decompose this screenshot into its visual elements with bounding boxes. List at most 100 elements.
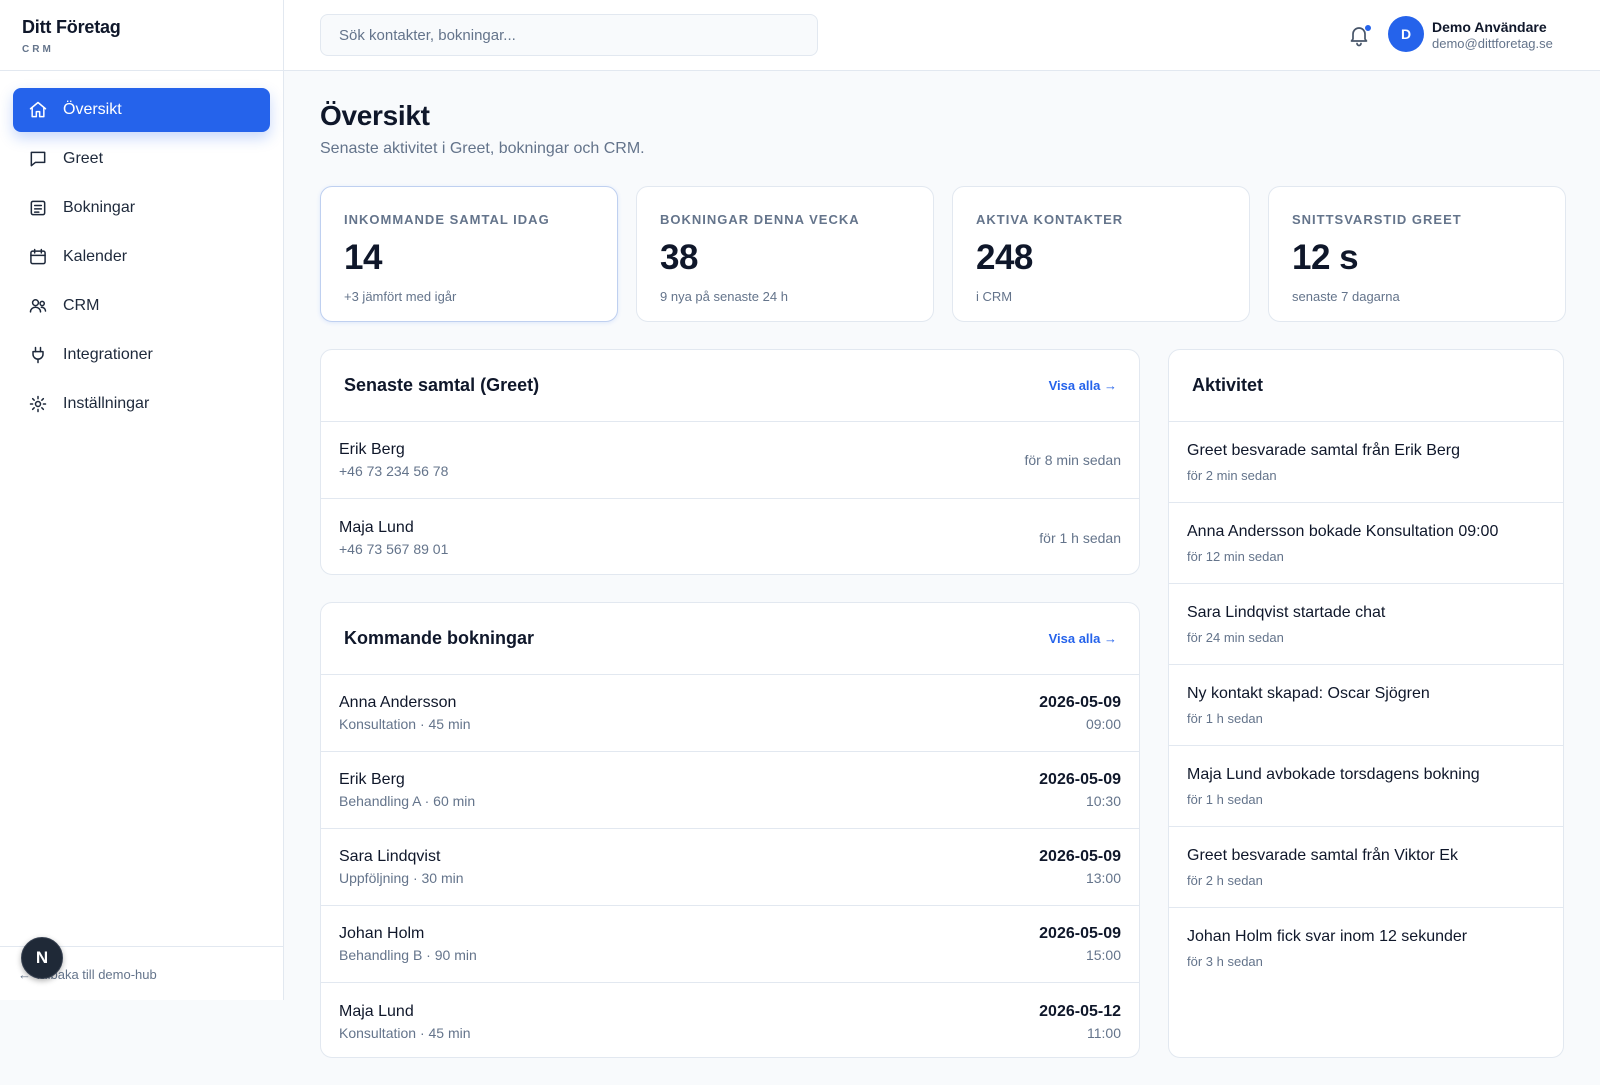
activity-item: Greet besvarade samtal från Erik Berg fö…: [1169, 422, 1563, 503]
notification-dot: [1364, 24, 1372, 32]
activity-item: Maja Lund avbokade torsdagens bokning fö…: [1169, 746, 1563, 827]
booking-time: 15:00: [1085, 947, 1121, 963]
booking-service: Behandling A · 60 min: [339, 793, 476, 809]
home-icon: [28, 100, 48, 120]
dev-tools-badge[interactable]: N: [21, 937, 63, 979]
chat-icon: [28, 149, 48, 169]
activity-text: Maja Lund avbokade torsdagens bokning: [1187, 766, 1480, 783]
sidebar-item-label: Inställningar: [63, 395, 150, 412]
activity-item: Johan Holm fick svar inom 12 sekunder fö…: [1169, 908, 1563, 989]
activity-text: Ny kontakt skapad: Oscar Sjögren: [1187, 685, 1430, 702]
stat-value: 38: [660, 238, 698, 277]
stat-label: SNITTSVARSTID GREET: [1292, 212, 1462, 227]
view-all-calls-link[interactable]: Visa alla →: [1048, 378, 1117, 393]
stat-note: +3 jämfört med igår: [344, 289, 457, 304]
sidebar-item-bokningar[interactable]: Bokningar: [13, 186, 270, 230]
stat-value: 12 s: [1292, 238, 1359, 277]
booking-time: 10:30: [1085, 793, 1121, 809]
sidebar-nav: Översikt Greet Bokningar Kalender CRM: [0, 71, 283, 426]
call-time: för 8 min sedan: [1024, 452, 1122, 468]
booking-date: 2026-05-09: [1039, 694, 1121, 711]
sidebar-item-label: CRM: [63, 297, 100, 314]
activity-text: Greet besvarade samtal från Viktor Ek: [1187, 847, 1458, 864]
activity-text: Greet besvarade samtal från Erik Berg: [1187, 442, 1461, 459]
activity-time: för 24 min sedan: [1187, 630, 1284, 645]
booking-date: 2026-05-09: [1039, 848, 1121, 865]
stat-value: 14: [344, 238, 382, 277]
booking-name: Sara Lindqvist: [339, 848, 441, 865]
search-input[interactable]: [320, 14, 818, 56]
sidebar-item-integrationer[interactable]: Integrationer: [13, 333, 270, 377]
booking-time: 11:00: [1087, 1024, 1121, 1041]
activity-text: Sara Lindqvist startade chat: [1187, 604, 1386, 621]
page-subtitle: Senaste aktivitet i Greet, bokningar och…: [320, 140, 645, 157]
booking-row[interactable]: Sara Lindqvist Uppföljning · 30 min 2026…: [321, 829, 1139, 906]
booking-name: Anna Andersson: [339, 694, 457, 711]
stat-note: 9 nya på senaste 24 h: [660, 289, 788, 304]
caller-name: Erik Berg: [339, 441, 405, 458]
booking-name: Erik Berg: [339, 771, 405, 788]
card-title: Aktivitet: [1192, 375, 1264, 395]
sidebar-item-oversikt[interactable]: Översikt: [13, 88, 270, 132]
sidebar: Ditt Företag CRM Översikt Greet Bokninga…: [0, 0, 284, 1000]
activity-item: Ny kontakt skapad: Oscar Sjögren för 1 h…: [1169, 665, 1563, 746]
booking-row[interactable]: Erik Berg Behandling A · 60 min 2026-05-…: [321, 752, 1139, 829]
stat-note: senaste 7 dagarna: [1292, 289, 1400, 304]
caller-name: Maja Lund: [339, 518, 414, 536]
sidebar-item-crm[interactable]: CRM: [13, 284, 270, 328]
booking-row[interactable]: Johan Holm Behandling B · 90 min 2026-05…: [321, 906, 1139, 983]
caller-phone: +46 73 567 89 01: [339, 540, 449, 557]
activity-text: Anna Andersson bokade Konsultation 09:00: [1187, 523, 1499, 540]
card-header: Aktivitet: [1169, 350, 1563, 422]
stat-card-incoming-calls: INKOMMANDE SAMTAL IDAG 14 +3 jämfört med…: [320, 186, 618, 322]
booking-date: 2026-05-09: [1039, 771, 1121, 788]
sidebar-item-label: Bokningar: [63, 199, 136, 216]
user-name: Demo Användare: [1432, 19, 1547, 35]
card-title: Senaste samtal (Greet): [344, 375, 540, 395]
activity-time: för 2 h sedan: [1187, 873, 1263, 888]
booking-service: Konsultation · 45 min: [339, 716, 471, 732]
activity-time: för 1 h sedan: [1187, 792, 1263, 807]
list-icon: [28, 198, 48, 218]
upcoming-bookings-card: Kommande bokningar Visa alla → Anna Ande…: [320, 602, 1140, 1058]
brand: Ditt Företag CRM: [0, 0, 283, 71]
call-time: för 1 h sedan: [1039, 529, 1121, 546]
brand-subtitle: CRM: [22, 44, 54, 55]
activity-item: Greet besvarade samtal från Viktor Ek fö…: [1169, 827, 1563, 908]
call-row[interactable]: Erik Berg +46 73 234 56 78 för 8 min sed…: [321, 422, 1139, 499]
sidebar-item-greet[interactable]: Greet: [13, 137, 270, 181]
bell-icon[interactable]: [1347, 23, 1371, 47]
sidebar-item-installningar[interactable]: Inställningar: [13, 382, 270, 426]
recent-calls-card: Senaste samtal (Greet) Visa alla → Erik …: [320, 349, 1140, 575]
view-all-bookings-link[interactable]: Visa alla →: [1048, 631, 1117, 646]
users-icon: [28, 296, 48, 316]
card-header: Kommande bokningar Visa alla →: [321, 603, 1139, 675]
sidebar-item-label: Översikt: [63, 101, 122, 118]
booking-service: Konsultation · 45 min: [339, 1024, 471, 1041]
sidebar-item-kalender[interactable]: Kalender: [13, 235, 270, 279]
top-bar: D Demo Användare demo@dittforetag.se: [284, 0, 1600, 71]
booking-service: Behandling B · 90 min: [339, 947, 477, 963]
stat-note: i CRM: [976, 289, 1013, 304]
calendar-icon: [28, 247, 48, 267]
activity-card: Aktivitet Greet besvarade samtal från Er…: [1168, 349, 1564, 1058]
card-title: Kommande bokningar: [344, 628, 535, 648]
activity-time: för 1 h sedan: [1187, 711, 1263, 726]
activity-item: Anna Andersson bokade Konsultation 09:00…: [1169, 503, 1563, 584]
booking-row[interactable]: Maja Lund Konsultation · 45 min 2026-05-…: [321, 983, 1139, 1060]
sidebar-item-label: Kalender: [63, 248, 128, 265]
card-header: Senaste samtal (Greet) Visa alla →: [321, 350, 1139, 422]
stat-card-bookings-week: BOKNINGAR DENNA VECKA 38 9 nya på senast…: [636, 186, 934, 322]
booking-name: Maja Lund: [339, 1002, 414, 1020]
call-row[interactable]: Maja Lund +46 73 567 89 01 för 1 h sedan: [321, 499, 1139, 576]
stat-label: BOKNINGAR DENNA VECKA: [660, 212, 860, 227]
booking-date: 2026-05-12: [1039, 1002, 1121, 1020]
booking-row[interactable]: Anna Andersson Konsultation · 45 min 202…: [321, 675, 1139, 752]
booking-date: 2026-05-09: [1039, 925, 1121, 942]
stat-card-response-time: SNITTSVARSTID GREET 12 s senaste 7 dagar…: [1268, 186, 1566, 322]
plug-icon: [28, 345, 48, 365]
stat-card-active-contacts: AKTIVA KONTAKTER 248 i CRM: [952, 186, 1250, 322]
avatar[interactable]: D: [1388, 16, 1424, 52]
brand-name: Ditt Företag: [22, 17, 121, 37]
booking-name: Johan Holm: [339, 925, 425, 942]
